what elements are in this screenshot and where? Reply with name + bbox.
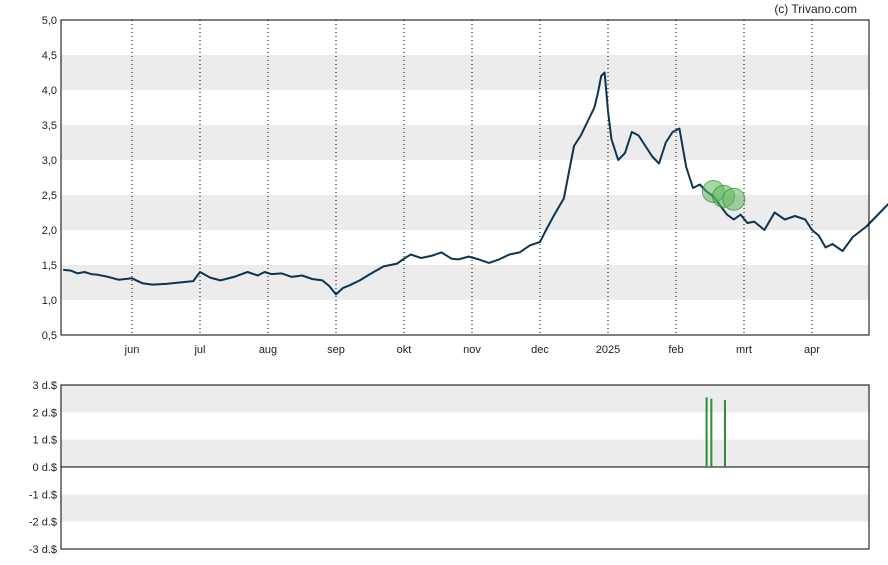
volume-bar: [705, 397, 708, 467]
price-band: [61, 55, 869, 90]
y-tick-label: 0,5: [42, 330, 57, 342]
y-tick-label: 1,0: [42, 295, 57, 307]
volume-panel-bands: [61, 385, 869, 522]
signal-markers: [701, 180, 746, 211]
volume-bars: [705, 397, 726, 467]
y-tick-label: 3,5: [42, 120, 57, 132]
y-tick-label: 3,0: [42, 155, 57, 167]
volume-y-tick-label: -1 d.$: [29, 489, 57, 501]
x-tick-label: jul: [193, 344, 205, 356]
signal-marker: [722, 187, 746, 211]
x-tick-label: aug: [259, 344, 277, 356]
volume-band: [61, 494, 869, 522]
price-y-axis-ticks: 0,5 1,0 1,5 2,0 2,5 3,0 3,5 4,0 4,5 5,0: [42, 15, 57, 342]
price-x-axis-ticks: jun jul aug sep okt nov dec 2025 feb mrt apr: [124, 344, 821, 356]
volume-y-tick-label: 3 d.$: [33, 380, 57, 392]
volume-panel-frame: [60, 384, 870, 550]
x-tick-label: mrt: [736, 344, 752, 356]
price-band: [61, 265, 869, 300]
volume-y-tick-label: 1 d.$: [33, 435, 57, 447]
y-tick-label: 2,5: [42, 190, 57, 202]
y-tick-label: 2,0: [42, 225, 57, 237]
price-band: [61, 125, 869, 160]
price-band: [61, 195, 869, 230]
y-tick-label: 4,0: [42, 85, 57, 97]
x-tick-label: jun: [124, 344, 140, 356]
volume-y-axis-ticks: -3 d.$ -2 d.$ -1 d.$ 0 d.$ 1 d.$ 2 d.$ 3 d.$: [29, 380, 57, 556]
credit-label: (c) Trivano.com: [774, 2, 857, 16]
volume-band: [61, 439, 869, 467]
volume-band: [61, 385, 869, 413]
price-panel-bands: [61, 55, 869, 300]
volume-bar: [723, 400, 726, 467]
volume-bar: [710, 398, 713, 467]
x-tick-label: sep: [327, 344, 345, 356]
price-panel-gridlines: [131, 20, 813, 335]
price-panel-frame: [60, 19, 870, 336]
x-tick-label: nov: [463, 344, 481, 356]
x-tick-label: dec: [531, 344, 549, 356]
x-tick-label: feb: [668, 344, 683, 356]
volume-y-tick-label: -2 d.$: [29, 517, 57, 529]
x-tick-label: apr: [804, 344, 820, 356]
x-tick-label: okt: [397, 344, 412, 356]
y-tick-label: 5,0: [42, 15, 57, 27]
price-series-line: [63, 71, 888, 296]
y-tick-label: 4,5: [42, 50, 57, 62]
y-tick-label: 1,5: [42, 260, 57, 272]
volume-y-tick-label: 2 d.$: [33, 407, 57, 419]
x-tick-label: 2025: [596, 344, 620, 356]
volume-y-tick-label: -3 d.$: [29, 544, 57, 556]
volume-y-tick-label: 0 d.$: [33, 462, 57, 474]
